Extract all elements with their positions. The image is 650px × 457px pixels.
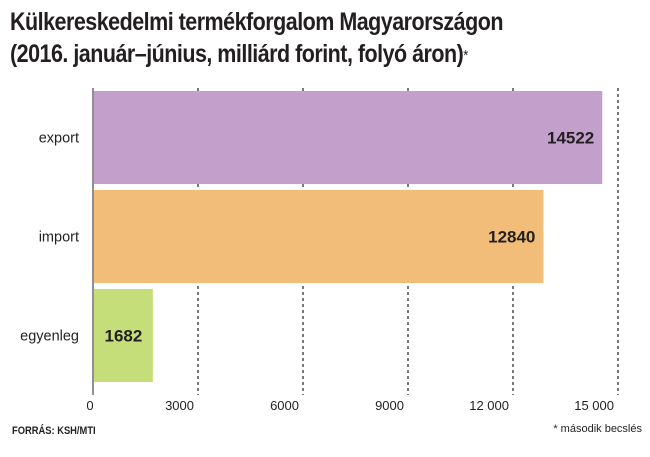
category-label-egyenleg: egyenleg <box>20 329 79 345</box>
value-labels: 14522 12840 1682 <box>105 129 595 346</box>
x-tick-label-15000: 15 000 <box>574 398 614 413</box>
category-label-import: import <box>39 230 79 246</box>
chart-title: Külkereskedelmi termékforgalom Magyarors… <box>10 6 552 70</box>
source-note: FORRÁS: KSH/MTI <box>12 425 96 437</box>
category-labels: export import egyenleg <box>20 131 79 345</box>
bars <box>94 90 603 383</box>
bar-egyenleg <box>94 288 153 383</box>
title-asterisk: * <box>463 47 468 64</box>
x-tick-label-3000: 3000 <box>165 398 194 413</box>
bar-import <box>94 189 544 284</box>
x-tick-label-9000: 9000 <box>375 398 404 413</box>
x-tick-label-6000: 6000 <box>270 398 299 413</box>
title-line-1: Külkereskedelmi termékforgalom Magyarors… <box>10 8 503 36</box>
bar-export <box>94 90 603 185</box>
grid-lines <box>92 88 619 395</box>
value-label-egyenleg: 1682 <box>105 327 143 346</box>
title-line-2-text: (2016. január–június, milliárd forint, f… <box>10 40 464 68</box>
footnote: * második becslés <box>553 423 642 435</box>
value-label-import: 12840 <box>488 228 535 247</box>
x-tick-label-12000: 12 000 <box>469 398 509 413</box>
title-line-2: (2016. január–június, milliárd forint, f… <box>10 38 552 70</box>
category-label-export: export <box>39 131 79 147</box>
x-tick-labels: 0 3000 6000 9000 12 000 15 000 <box>86 398 614 413</box>
x-tick-label-0: 0 <box>86 398 93 413</box>
value-label-export: 14522 <box>547 129 594 148</box>
